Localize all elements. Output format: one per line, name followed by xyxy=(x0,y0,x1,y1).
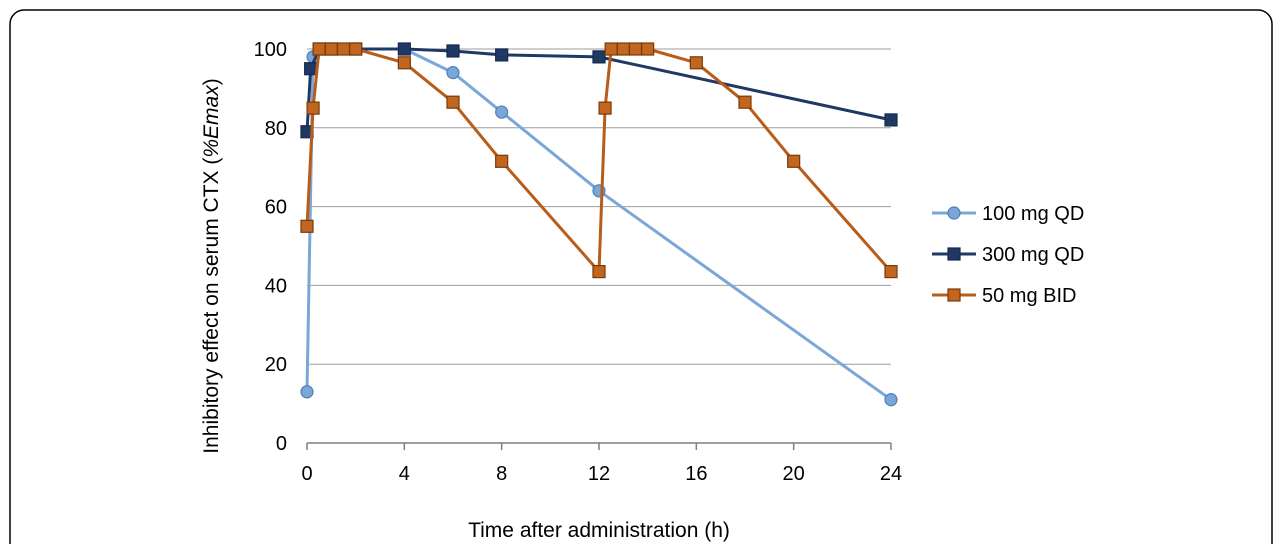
data-point xyxy=(738,95,752,109)
series-1 xyxy=(300,42,898,139)
series-line xyxy=(305,47,893,274)
x-tick-label: 16 xyxy=(685,463,707,485)
legend-item: 100 mg QD xyxy=(932,203,1084,225)
legend-marker xyxy=(947,288,961,302)
y-axis-label-part: %Emax xyxy=(200,84,223,158)
x-tick-label: 8 xyxy=(496,463,507,485)
series-layer xyxy=(300,42,898,407)
y-tick-label: 40 xyxy=(265,275,287,297)
data-point xyxy=(495,105,509,119)
data-point xyxy=(641,42,655,56)
data-point xyxy=(689,56,703,70)
data-point xyxy=(304,62,318,76)
data-point xyxy=(884,265,898,279)
series-line xyxy=(305,47,892,132)
data-point xyxy=(397,56,411,70)
data-point xyxy=(592,50,606,64)
y-tick-label: 0 xyxy=(276,433,287,455)
data-point xyxy=(336,42,351,56)
data-point xyxy=(397,42,411,56)
legend-item: 50 mg BID xyxy=(932,285,1076,307)
y-axis-label-part: ) xyxy=(200,78,223,85)
series-2 xyxy=(300,42,898,279)
y-axis-label-part: Inhibitory effect on serum CTX ( xyxy=(200,158,223,454)
data-point xyxy=(306,101,320,115)
data-point xyxy=(787,154,801,168)
data-point xyxy=(616,42,630,56)
x-tick-label: 24 xyxy=(880,463,902,485)
x-axis-label: Time after administration (h) xyxy=(468,519,730,542)
data-point xyxy=(495,154,509,168)
legend: 100 mg QD 300 mg QD 50 mg BID xyxy=(932,203,1084,307)
y-tick-label: 60 xyxy=(265,197,287,219)
y-tick-label: 20 xyxy=(265,354,287,376)
data-point xyxy=(495,48,509,62)
data-point xyxy=(884,113,898,127)
data-point xyxy=(628,42,643,56)
data-point xyxy=(324,42,338,56)
x-tick-label: 12 xyxy=(588,463,610,485)
legend-marker xyxy=(947,206,961,220)
y-tick-label: 100 xyxy=(254,39,287,61)
data-point xyxy=(604,42,618,56)
data-point xyxy=(598,101,612,115)
data-point xyxy=(884,393,898,407)
legend-item: 300 mg QD xyxy=(932,244,1084,266)
legend-label: 50 mg BID xyxy=(982,285,1076,307)
x-tick-label: 4 xyxy=(399,463,410,485)
data-point xyxy=(312,42,326,56)
data-point xyxy=(446,66,460,80)
axes: 0 20 40 60 80 100 0 4 8 12 16 20 24 xyxy=(254,39,903,485)
x-tick-label: 20 xyxy=(783,463,805,485)
legend-label: 100 mg QD xyxy=(982,203,1084,225)
y-tick-label: 80 xyxy=(265,118,287,140)
data-point xyxy=(446,44,460,58)
data-point xyxy=(300,219,314,233)
legend-marker xyxy=(947,247,961,261)
data-point xyxy=(446,95,460,109)
data-point xyxy=(300,385,314,399)
data-point xyxy=(349,42,363,56)
series-0 xyxy=(300,42,898,407)
chart-border xyxy=(9,9,1273,544)
gridlines xyxy=(307,48,891,365)
legend-label: 300 mg QD xyxy=(982,244,1084,266)
data-point xyxy=(592,265,606,279)
x-tick-label: 0 xyxy=(301,463,312,485)
y-axis-label: Inhibitory effect on serum CTX (%Emax) xyxy=(200,78,223,453)
